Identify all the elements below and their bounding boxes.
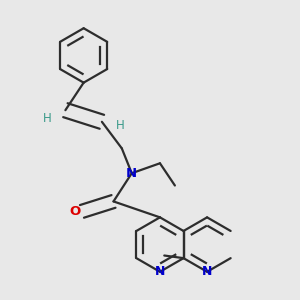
Text: N: N [126,167,137,180]
Text: N: N [155,265,165,278]
Text: N: N [202,265,212,278]
Text: O: O [69,205,80,218]
Text: H: H [43,112,52,125]
Text: H: H [116,118,124,132]
